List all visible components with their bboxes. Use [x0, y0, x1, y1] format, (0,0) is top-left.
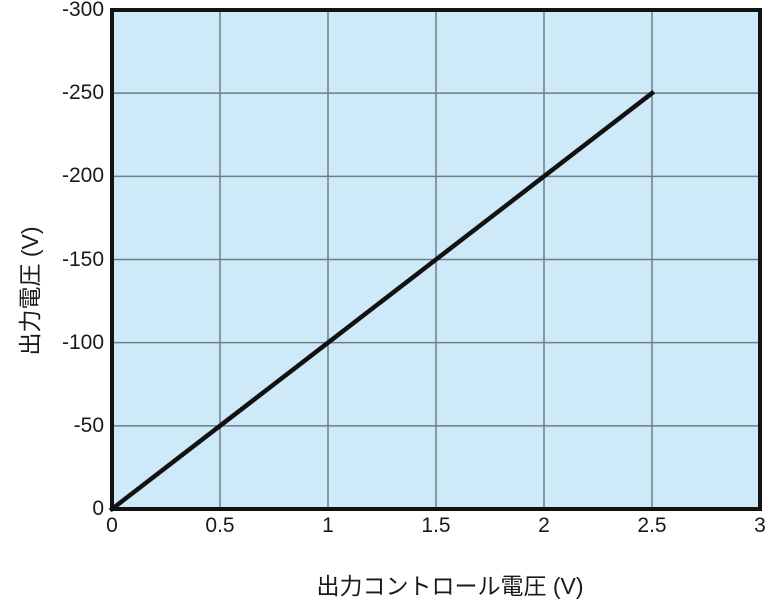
- y-tick-label: -300: [61, 0, 104, 21]
- series-line: [108, 90, 656, 513]
- x-axis-title: 出力コントロール電圧 (V): [316, 573, 584, 599]
- plot-border: [110, 8, 762, 511]
- y-tick-label: -200: [61, 164, 104, 188]
- x-tick-label: 2: [538, 514, 550, 537]
- x-tick-label: 0.5: [205, 514, 235, 537]
- y-tick-label: -250: [61, 81, 104, 105]
- x-tick-label: 2.5: [637, 514, 667, 537]
- x-tick-label: 0: [106, 514, 118, 537]
- y-axis-title: 出力電圧 (V): [17, 226, 43, 356]
- y-tick-label: -100: [61, 330, 104, 354]
- x-tick-label: 3: [754, 514, 766, 537]
- x-tick-label: 1.5: [421, 514, 451, 537]
- y-tick-label: -150: [61, 247, 104, 271]
- y-tick-label: 0: [92, 497, 104, 520]
- x-tick-label: 1: [322, 514, 334, 537]
- y-tick-label: -50: [73, 413, 104, 437]
